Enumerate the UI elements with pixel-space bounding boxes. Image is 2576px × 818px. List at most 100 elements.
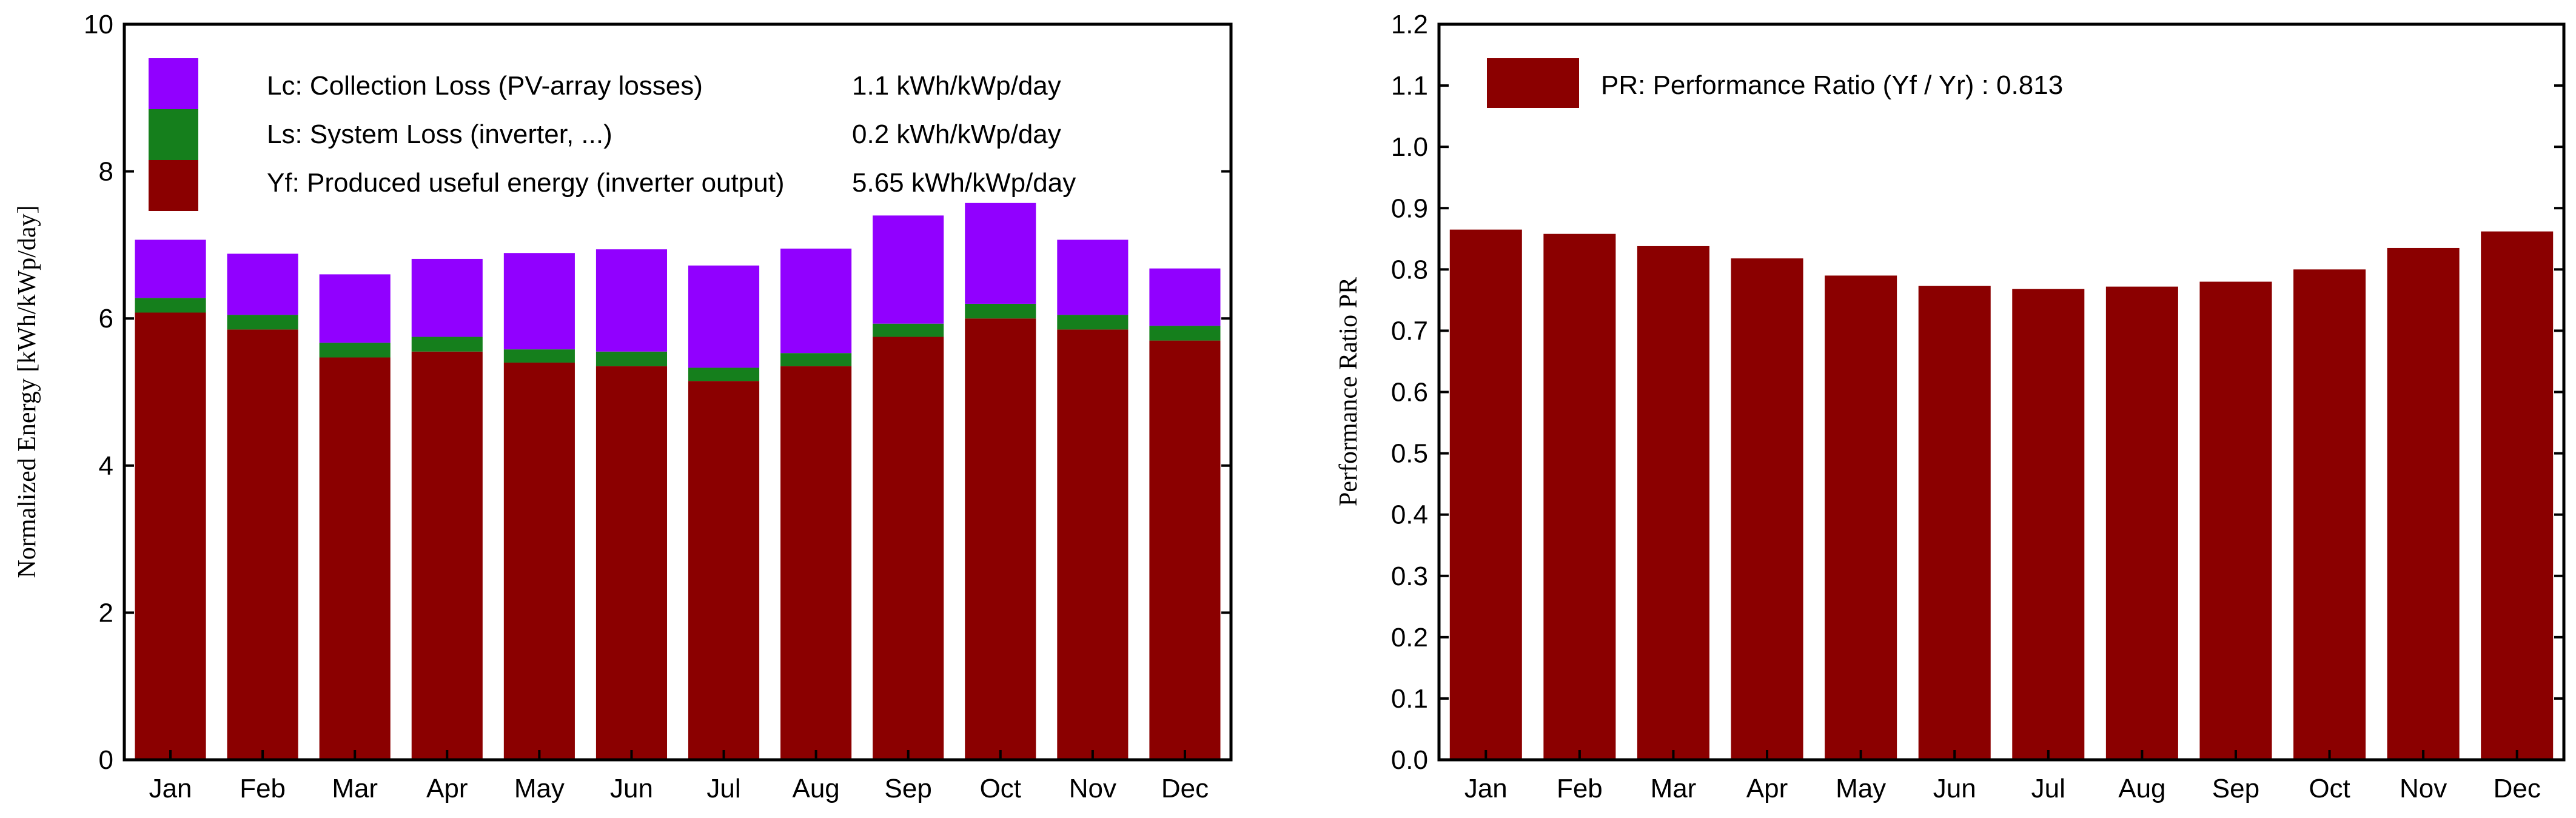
x-tick-label-jan: Jan (1464, 774, 1508, 803)
bar-yf-sep (873, 337, 944, 760)
bar-lc-apr (411, 258, 483, 337)
x-tick-label-sep: Sep (2212, 774, 2259, 803)
legend-swatch-ls (149, 109, 198, 160)
pr-y-axis-title: Performance Ratio PR (1335, 277, 1363, 506)
bar-lc-jan (135, 240, 206, 298)
x-tick-label-mar: Mar (1651, 774, 1697, 803)
pr-legend: PR: Performance Ratio (Yf / Yr) : 0.813 (1487, 58, 2063, 108)
y-tick-label: 10 (84, 10, 113, 39)
bar-pr-may (1825, 275, 1897, 760)
bar-ls-aug (780, 353, 852, 367)
x-tick-label-feb: Feb (240, 774, 286, 803)
legend-label-pr: PR: Performance Ratio (Yf / Yr) : 0.813 (1601, 70, 2063, 100)
bar-pr-jan (1449, 229, 1522, 760)
y-tick-label: 0.5 (1391, 439, 1428, 469)
bar-ls-jan (135, 298, 206, 313)
bar-lc-oct (965, 203, 1036, 304)
x-tick-label-mar: Mar (332, 774, 378, 803)
bar-yf-oct (965, 318, 1036, 760)
bar-lc-may (503, 253, 575, 350)
bar-yf-apr (411, 351, 483, 760)
bar-lc-aug (780, 248, 852, 354)
bar-ls-feb (227, 315, 298, 330)
bar-ls-dec (1149, 326, 1221, 341)
legend-label-yf: Yf: Produced useful energy (inverter out… (267, 168, 785, 198)
bar-yf-dec (1149, 340, 1221, 760)
y-tick-label: 8 (99, 157, 113, 187)
bar-yf-aug (780, 366, 852, 760)
x-tick-label-apr: Apr (426, 774, 468, 803)
x-tick-label-dec: Dec (1161, 774, 1209, 803)
legend-label-lc: Lc: Collection Loss (PV-array losses) (267, 71, 703, 101)
legend-value-lc: 1.1 kWh/kWp/day (852, 71, 1061, 101)
x-tick-label-aug: Aug (792, 774, 839, 803)
bar-yf-jan (135, 312, 206, 760)
chart-pr: 0.00.10.20.30.40.50.60.70.80.91.01.11.2 … (1335, 10, 2566, 803)
energy-bars (135, 203, 1221, 760)
y-tick-label: 1.1 (1391, 71, 1428, 101)
y-tick-label: 0.3 (1391, 562, 1428, 591)
x-tick-label-dec: Dec (2494, 774, 2541, 803)
bar-lc-jul (688, 265, 760, 368)
bar-pr-dec (2481, 231, 2554, 760)
bar-pr-jul (2012, 289, 2085, 760)
bar-lc-jun (595, 249, 668, 352)
bar-yf-jul (688, 381, 760, 760)
bar-yf-feb (227, 329, 298, 760)
bar-pr-feb (1543, 233, 1616, 760)
x-tick-label-nov: Nov (2400, 774, 2447, 803)
y-tick-label: 0.9 (1391, 193, 1428, 223)
bar-ls-jul (688, 367, 760, 381)
bar-ls-oct (965, 303, 1036, 319)
x-tick-label-feb: Feb (1557, 774, 1603, 803)
x-tick-label-oct: Oct (2309, 774, 2350, 803)
energy-plot-frame (122, 22, 1233, 762)
y-tick-label: 0.1 (1391, 684, 1428, 714)
y-tick-label: 0.2 (1391, 623, 1428, 652)
pr-bars (1449, 229, 2554, 760)
y-tick-label: 0.6 (1391, 378, 1428, 407)
legend-value-ls: 0.2 kWh/kWp/day (852, 119, 1061, 149)
y-tick-label: 0.7 (1391, 316, 1428, 346)
x-tick-label-may: May (514, 774, 565, 803)
energy-y-ticks: 0 2 4 6 8 10 (84, 10, 1231, 775)
bar-pr-mar (1637, 246, 1709, 760)
x-tick-label-apr: Apr (1746, 774, 1788, 803)
x-tick-label-jul: Jul (706, 774, 740, 803)
bar-lc-feb (227, 253, 298, 315)
bar-pr-jun (1918, 286, 1991, 760)
bar-lc-nov (1057, 240, 1129, 315)
bar-lc-dec (1149, 268, 1221, 326)
energy-y-axis-title: Normalized Energy [kWh/kWp/day] (13, 205, 41, 578)
bar-pr-apr (1731, 258, 1803, 760)
bar-yf-mar (319, 357, 391, 760)
bar-pr-oct (2293, 269, 2366, 760)
bar-ls-apr (411, 337, 483, 352)
x-tick-label-jul: Jul (2031, 774, 2065, 803)
y-tick-label: 0.8 (1391, 255, 1428, 284)
y-tick-label: 2 (99, 598, 113, 628)
x-tick-label-nov: Nov (1069, 774, 1116, 803)
y-tick-label: 0.4 (1391, 500, 1428, 530)
bar-ls-mar (319, 343, 391, 358)
y-tick-label: 4 (99, 451, 113, 481)
bar-lc-sep (873, 215, 944, 324)
x-tick-label-aug: Aug (2118, 774, 2165, 803)
legend-swatch-lc (149, 58, 198, 109)
x-tick-label-jun: Jun (610, 774, 653, 803)
x-tick-label-jun: Jun (1933, 774, 1976, 803)
bar-pr-nov (2387, 247, 2460, 760)
y-tick-label: 1.0 (1391, 132, 1428, 162)
chart-energy: 0 2 4 6 8 10 Jan Feb Mar Apr May Jun Jul Aug Sep Oct No… (13, 10, 1233, 803)
pr-y-ticks: 0.0 0.1 0.2 0.3 0.4 0.5 0.6 0.7 0.8 0.9 1.0 1.1 1.2 (1391, 10, 2564, 775)
x-tick-label-sep: Sep (885, 774, 932, 803)
x-tick-label-jan: Jan (149, 774, 192, 803)
bar-pr-sep (2199, 281, 2272, 760)
x-tick-label-may: May (1836, 774, 1886, 803)
bar-lc-mar (319, 274, 391, 343)
x-tick-label-oct: Oct (980, 774, 1021, 803)
pr-x-labels: Jan Feb Mar Apr May Jun Jul Aug Sep Oct Nov Dec (1464, 750, 2541, 803)
bar-yf-may (503, 362, 575, 760)
bar-ls-nov (1057, 315, 1129, 330)
legend-swatch-yf (149, 160, 198, 211)
